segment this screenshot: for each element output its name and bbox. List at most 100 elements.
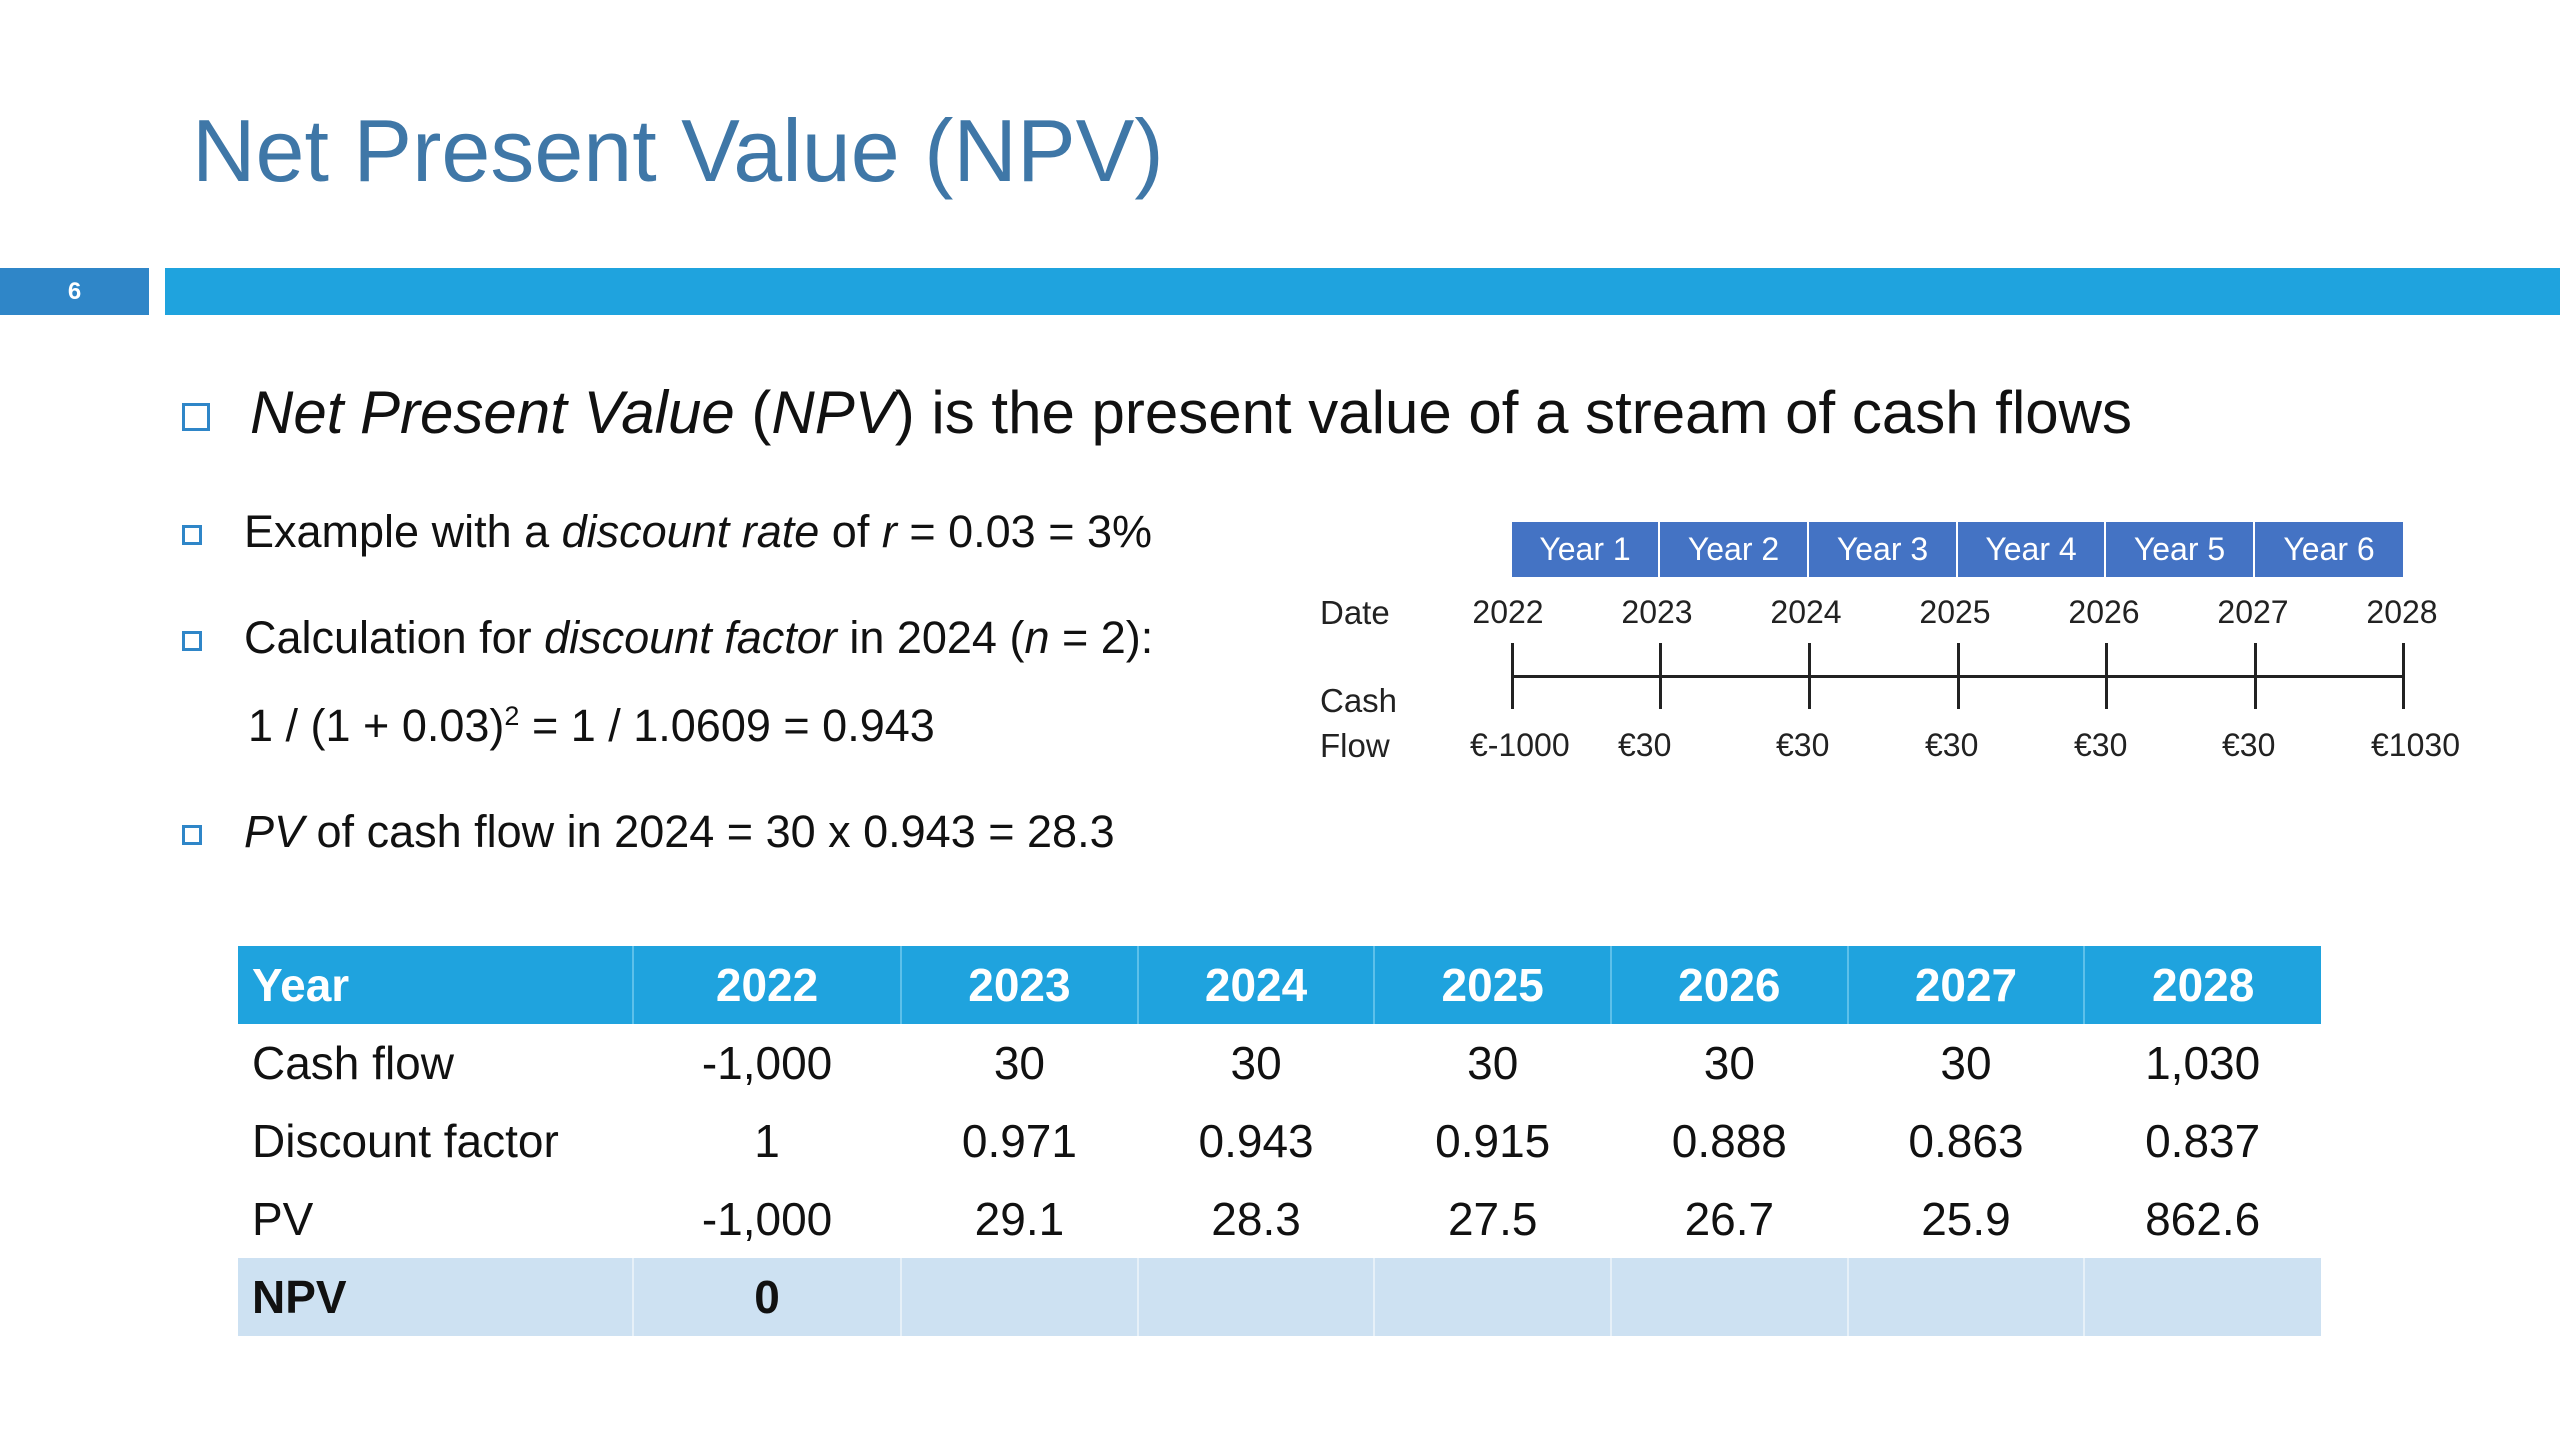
table-cell: 862.6 [2145, 1193, 2261, 1245]
accent-bar [165, 268, 2560, 315]
table-cell: -1,000 [701, 1037, 833, 1089]
table-cell: 26.7 [1684, 1193, 1775, 1245]
text: of cash flow in 2024 = 30 x 0.943 = 28.3 [304, 806, 1115, 857]
discount-factor-formula: 1 / (1 + 0.03)2 = 1 / 1.0609 = 0.943 [248, 700, 935, 752]
square-bullet-icon [182, 403, 210, 432]
row-label: Cash flow [252, 1037, 454, 1089]
term-npv: Net Present Value [250, 379, 735, 446]
npv-table: Year 2022 2023 2024 2025 2026 2027 2028 … [238, 946, 2321, 1336]
column-header: 2027 [1847, 946, 2086, 1024]
slide-title: Net Present Value (NPV) [192, 101, 1164, 200]
text: in 2024 ( [836, 612, 1025, 663]
table-cell: 28.3 [1211, 1193, 1301, 1245]
table-cell: 30 [993, 1037, 1046, 1089]
timeline-flow-label: Flow [1320, 727, 1390, 764]
square-bullet-icon [182, 525, 202, 546]
table-cell: -1,000 [701, 1193, 833, 1245]
table-header-row: Year 2022 2023 2024 2025 2026 2027 2028 [238, 946, 2321, 1024]
table-cell: 1,030 [2145, 1037, 2261, 1089]
table-row-npv: NPV 0 [238, 1258, 2321, 1336]
table-cell: 30 [1703, 1037, 1755, 1089]
timeline-date-label: Date [1320, 594, 1390, 631]
table-cell [1847, 1258, 2086, 1336]
timeline-tick [1511, 643, 1514, 709]
table-cell: 0.863 [1908, 1115, 2024, 1167]
text: Calculation for [244, 612, 545, 663]
timeline-year-box: Year 3 [1809, 522, 1958, 577]
timeline-date: 2026 [2068, 594, 2140, 630]
text: ( [734, 379, 772, 446]
row-label: NPV [238, 1258, 634, 1336]
column-header: 2023 [901, 946, 1139, 1024]
timeline-cash-flow: €30 [1776, 727, 1830, 763]
text: Example with a [244, 506, 562, 557]
timeline-date: 2027 [2217, 594, 2289, 630]
bullet-discount-factor: Calculation for discount factor in 2024 … [182, 612, 1153, 664]
timeline-cash-flow: €1030 [2371, 727, 2460, 763]
term-pv: PV [244, 806, 305, 857]
timeline-tick [1659, 643, 1662, 709]
timeline-tick [1808, 643, 1811, 709]
text: = 0.03 = 3% [896, 506, 1153, 557]
column-header: 2026 [1611, 946, 1849, 1024]
table-cell: 1 [754, 1115, 780, 1167]
timeline-date: 2028 [2366, 594, 2438, 630]
table-row-cash-flow: Cash flow -1,000 30 30 30 30 30 1,030 [238, 1024, 2321, 1102]
column-header: 2028 [2084, 946, 2321, 1024]
row-label: Discount factor [252, 1115, 559, 1167]
bullet-discount-rate: Example with a discount rate of r = 0.03… [182, 506, 1152, 558]
timeline-tick [2402, 643, 2405, 709]
timeline-date: 2025 [1919, 594, 1991, 630]
table-cell: 0.837 [2145, 1115, 2261, 1167]
table-cell [2084, 1258, 2321, 1336]
table-cell: 27.5 [1447, 1193, 1538, 1245]
column-header: 2022 [633, 946, 903, 1024]
timeline-date: 2022 [1472, 594, 1544, 630]
exponent: 2 [504, 701, 520, 731]
timeline-tick [1957, 643, 1960, 709]
table-cell [1611, 1258, 1849, 1336]
table-cell: 30 [1230, 1037, 1282, 1089]
term-discount-rate: discount rate [561, 506, 820, 557]
slide-number-bar: 6 [0, 268, 149, 315]
timeline-cash-label: Cash [1320, 682, 1398, 719]
text: = 2): [1049, 612, 1154, 663]
table-cell [901, 1258, 1139, 1336]
column-header: Year [238, 946, 634, 1024]
timeline-cash-flow: €30 [1925, 727, 1979, 763]
timeline-cash-flow: €30 [2074, 727, 2128, 763]
timeline-year-box: Year 6 [2255, 522, 2403, 577]
table-cell: 0.888 [1671, 1115, 1787, 1167]
slide-number: 6 [67, 278, 82, 305]
table-cell [1374, 1258, 1613, 1336]
text: ) is the present value of a stream of ca… [894, 379, 2132, 446]
column-header: 2024 [1137, 946, 1376, 1024]
var-r: r [881, 506, 897, 557]
timeline-year-box: Year 5 [2106, 522, 2255, 577]
abbr-npv: NPV [771, 379, 895, 446]
timeline-cash-flow: €30 [1618, 727, 1672, 763]
timeline-cash-flow: €-1000 [1470, 727, 1570, 763]
table-cell: 0.971 [961, 1115, 1077, 1167]
table-row-discount-factor: Discount factor 1 0.971 0.943 0.915 0.88… [238, 1102, 2321, 1180]
timeline-year-box: Year 4 [1958, 522, 2106, 577]
timeline-date: 2024 [1770, 594, 1842, 630]
bullet-pv-example: PV of cash flow in 2024 = 30 x 0.943 = 2… [182, 806, 1115, 858]
column-header: 2025 [1374, 946, 1613, 1024]
timeline-tick [2105, 643, 2108, 709]
table-row-pv: PV -1,000 29.1 28.3 27.5 26.7 25.9 862.6 [238, 1180, 2321, 1258]
row-label: PV [252, 1193, 314, 1245]
text: = 1 / 1.0609 = 0.943 [519, 700, 935, 751]
table-cell: 30 [1467, 1037, 1519, 1089]
table-cell: 0.915 [1435, 1115, 1551, 1167]
timeline-year-box: Year 2 [1660, 522, 1809, 577]
square-bullet-icon [182, 825, 202, 846]
table-cell: 25.9 [1921, 1193, 2011, 1245]
term-discount-factor: discount factor [544, 612, 837, 663]
timeline-tick [2254, 643, 2257, 709]
timeline-year-box: Year 1 [1512, 522, 1660, 577]
var-n: n [1024, 612, 1050, 663]
square-bullet-icon [182, 631, 202, 652]
table-cell: 0.943 [1198, 1115, 1314, 1167]
bullet-npv-definition: Net Present Value (NPV) is the present v… [182, 378, 2132, 447]
